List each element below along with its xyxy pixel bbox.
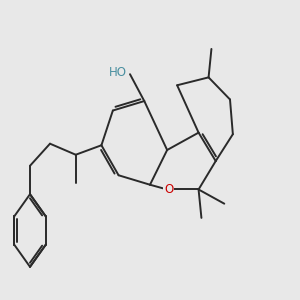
Text: O: O bbox=[164, 183, 173, 196]
Text: HO: HO bbox=[109, 66, 127, 79]
